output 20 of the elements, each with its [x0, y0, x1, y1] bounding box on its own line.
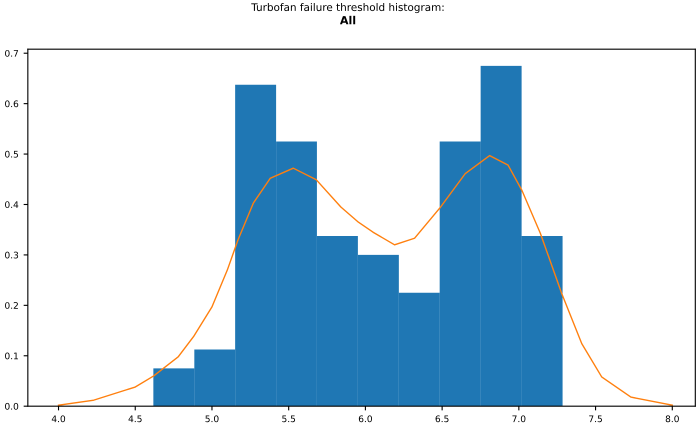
- chart-subtitle: All: [340, 16, 356, 24]
- line-series: [58, 154, 673, 406]
- x-tick-label: 5.0: [205, 415, 219, 422]
- x-tick-label: 6.5: [436, 415, 449, 422]
- y-tick-label: 0.5: [5, 150, 18, 158]
- x-tick-label: 4.5: [128, 416, 142, 422]
- x-tick-label: 8.0: [666, 415, 679, 422]
- y-tick-label: 0.6: [5, 100, 18, 108]
- x-tick-label: 4.0: [52, 415, 66, 422]
- y-tick-label: 0.0: [5, 402, 18, 410]
- x-tick-label: 7.5: [589, 416, 602, 422]
- chart-title: Turbofan failure threshold histogram:: [251, 3, 444, 14]
- x-tick-label: 5.5: [282, 416, 296, 422]
- x-tick-label: 7.0: [512, 415, 526, 422]
- y-tick-label: 0.4: [5, 201, 18, 208]
- y-tick-label: 0.1: [5, 352, 18, 360]
- y-tick-label: 0.2: [5, 302, 18, 309]
- x-tick-label: 6.0: [358, 415, 372, 422]
- y-tick-label: 0.3: [5, 252, 18, 258]
- y-tick-label: 0.7: [5, 50, 18, 57]
